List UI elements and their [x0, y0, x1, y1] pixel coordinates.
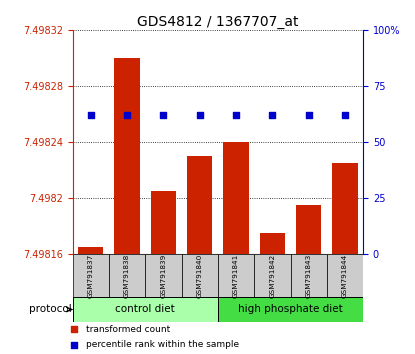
Text: GSM791844: GSM791844: [342, 253, 348, 298]
Text: protocol: protocol: [29, 304, 72, 314]
Bar: [151, 191, 176, 255]
Point: [124, 113, 130, 118]
Text: GSM791842: GSM791842: [269, 253, 275, 298]
Bar: [332, 163, 358, 255]
Text: GSM791839: GSM791839: [161, 253, 166, 298]
Point: [196, 113, 203, 118]
Bar: [296, 205, 321, 255]
Point: [71, 327, 77, 332]
Title: GDS4812 / 1367707_at: GDS4812 / 1367707_at: [137, 15, 299, 29]
Bar: [254, 254, 290, 297]
Text: GSM791843: GSM791843: [306, 253, 312, 298]
Text: high phosphate diet: high phosphate diet: [238, 304, 343, 314]
Point: [342, 113, 348, 118]
Bar: [115, 58, 140, 255]
Text: control diet: control diet: [115, 304, 175, 314]
Bar: [145, 254, 181, 297]
Text: percentile rank within the sample: percentile rank within the sample: [85, 340, 239, 349]
Point: [269, 113, 276, 118]
Bar: [290, 254, 327, 297]
Text: GSM791838: GSM791838: [124, 253, 130, 298]
Bar: [109, 254, 145, 297]
Text: GSM791837: GSM791837: [88, 253, 94, 298]
Bar: [223, 142, 249, 255]
Point: [71, 342, 77, 348]
Text: GSM791840: GSM791840: [197, 253, 203, 298]
Bar: [260, 233, 285, 255]
Bar: [73, 297, 218, 322]
Bar: [181, 254, 218, 297]
Bar: [218, 297, 363, 322]
Bar: [73, 254, 109, 297]
Bar: [187, 156, 212, 255]
Text: GSM791841: GSM791841: [233, 253, 239, 298]
Point: [233, 113, 239, 118]
Bar: [78, 247, 103, 255]
Bar: [327, 254, 363, 297]
Point: [88, 113, 94, 118]
Point: [160, 113, 167, 118]
Point: [305, 113, 312, 118]
Bar: [218, 254, 254, 297]
Text: transformed count: transformed count: [85, 325, 170, 334]
